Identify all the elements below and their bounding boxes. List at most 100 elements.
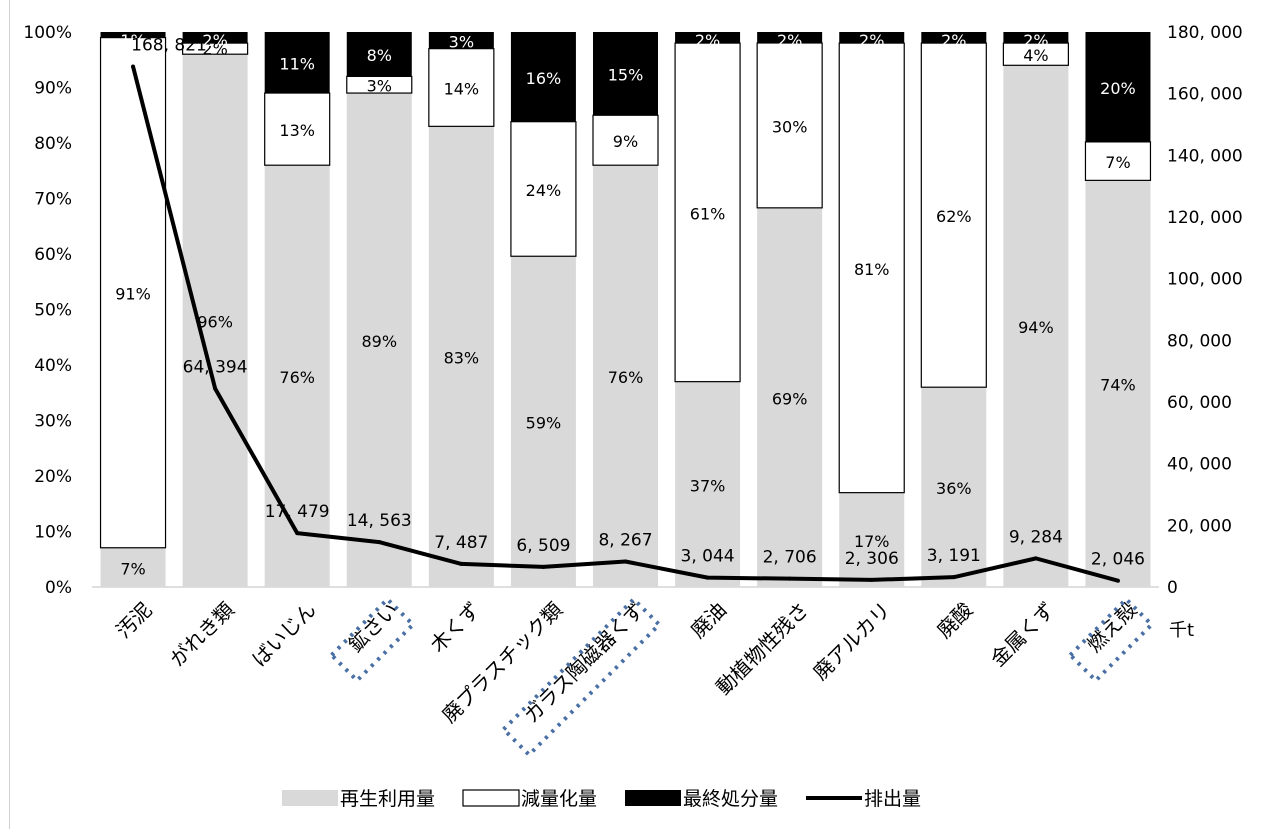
highlight-box	[1067, 596, 1155, 684]
bar-data-label: 91%	[115, 285, 151, 304]
bar-data-label: 20%	[1100, 79, 1136, 98]
bar-segment-recycle	[675, 381, 741, 587]
line-data-label: 7, 487	[434, 533, 488, 553]
highlight-box	[500, 596, 662, 758]
bar-data-label: 2%	[941, 31, 966, 50]
bar-segment-final	[839, 32, 905, 44]
bar-segment-recycle	[428, 126, 494, 587]
bar-segment-final	[264, 32, 330, 94]
bar-data-label: 62%	[936, 207, 972, 226]
bar-data-label: 2%	[1023, 31, 1048, 50]
y-right-tick-label: 0	[1167, 578, 1178, 598]
x-tick-label: がれき類	[165, 598, 239, 672]
y-right-tick-label: 40, 000	[1167, 455, 1232, 475]
bar-data-label: 59%	[526, 414, 562, 433]
y-left-tick-label: 30%	[34, 412, 72, 432]
bar-data-label: 96%	[197, 313, 233, 332]
bar-segment-final	[675, 32, 741, 44]
y-right-unit-label: 千t	[1169, 620, 1194, 641]
bar-data-label: 7%	[120, 559, 145, 578]
bar-segment-final	[182, 32, 248, 44]
bar-data-label: 2%	[202, 40, 227, 59]
y-left-tick-label: 70%	[34, 190, 72, 210]
line-data-label: 64, 394	[183, 357, 248, 377]
bar-segment-reduction	[920, 42, 987, 388]
y-right-tick-label: 120, 000	[1167, 208, 1243, 228]
x-tick-label: 燃え殻	[1082, 598, 1141, 657]
y-left-tick-label: 80%	[34, 134, 72, 154]
bar-data-label: 8%	[367, 46, 392, 65]
bar-data-label: 3%	[367, 77, 392, 96]
bar-segment-final	[757, 32, 823, 43]
line-data-label: 14, 563	[347, 511, 412, 531]
bar-data-label: 3%	[449, 32, 474, 51]
line-point	[131, 64, 136, 69]
y-right-tick-label: 180, 000	[1167, 23, 1243, 43]
bar-data-label: 36%	[936, 479, 972, 498]
bar-segment-recycle	[264, 165, 330, 587]
bar-segment-recycle	[593, 165, 658, 587]
bar-data-label: 69%	[772, 389, 808, 408]
bar-segment-recycle	[921, 387, 987, 587]
line-point	[377, 540, 382, 545]
bar-segment-final	[346, 32, 412, 77]
bar-data-label: 76%	[279, 368, 315, 387]
x-tick-label: 木くず	[425, 598, 484, 657]
bar-data-label: 24%	[526, 181, 562, 200]
line-data-label: 2, 046	[1091, 550, 1145, 570]
bar-data-label: 15%	[608, 66, 644, 85]
bar-data-label: 74%	[1100, 376, 1136, 395]
bar-segment-reduction	[510, 121, 577, 257]
bar-segment-reduction	[674, 42, 741, 383]
bar-data-label: 83%	[444, 349, 480, 368]
line-point	[459, 561, 464, 566]
legend-label: 再生利用量	[340, 788, 435, 810]
bar-segment-recycle	[1003, 65, 1069, 588]
bar-segment-recycle	[839, 492, 905, 587]
y-right-tick-label: 20, 000	[1167, 516, 1232, 536]
x-tick-label: 廃酸	[932, 598, 977, 643]
frame-left-border	[9, 0, 10, 829]
line-point	[787, 576, 792, 581]
bar-segment-reduction	[264, 92, 331, 166]
bar-data-label: 1%	[120, 31, 145, 50]
bar-data-label: 30%	[772, 117, 808, 136]
highlight-box	[328, 596, 416, 684]
line-point	[869, 577, 874, 582]
bar-data-label: 14%	[444, 80, 480, 99]
legend-swatch	[282, 790, 338, 806]
bar-data-label: 76%	[608, 368, 644, 387]
line-point	[1033, 556, 1038, 561]
bar-data-label: 2%	[859, 31, 884, 50]
bar-segment-recycle	[100, 547, 166, 587]
y-left-tick-label: 10%	[34, 523, 72, 543]
line-point	[951, 575, 956, 580]
line-point	[623, 559, 628, 564]
bar-data-label: 2%	[695, 31, 720, 50]
line-data-label: 6, 509	[516, 536, 570, 556]
legend-swatch	[462, 789, 520, 807]
x-tick-label: 汚泥	[111, 598, 156, 643]
y-right-tick-label: 80, 000	[1167, 331, 1232, 351]
legend-label: 排出量	[864, 788, 921, 810]
bar-data-label: 61%	[690, 204, 726, 223]
line-data-label: 2, 306	[845, 549, 899, 569]
bar-segment-final	[921, 32, 987, 44]
x-tick-label: 金属くず	[986, 598, 1060, 672]
bar-segment-reduction	[1084, 141, 1152, 181]
bar-segment-reduction	[756, 42, 823, 209]
bar-segment-recycle	[346, 93, 412, 588]
bar-data-label: 81%	[854, 260, 890, 279]
bar-data-label: 2%	[777, 31, 802, 50]
bar-data-label: 17%	[854, 532, 890, 551]
y-left-tick-label: 100%	[23, 23, 72, 43]
line-data-label: 2, 706	[763, 548, 817, 568]
bar-data-label: 94%	[1018, 318, 1054, 337]
x-tick-label: 廃アルカリ	[808, 598, 895, 685]
bar-data-label: 7%	[1105, 153, 1130, 172]
bar-data-label: 13%	[279, 121, 315, 140]
y-right-tick-label: 60, 000	[1167, 393, 1232, 413]
line-data-label: 168, 821	[131, 35, 207, 55]
line-point	[213, 386, 218, 391]
